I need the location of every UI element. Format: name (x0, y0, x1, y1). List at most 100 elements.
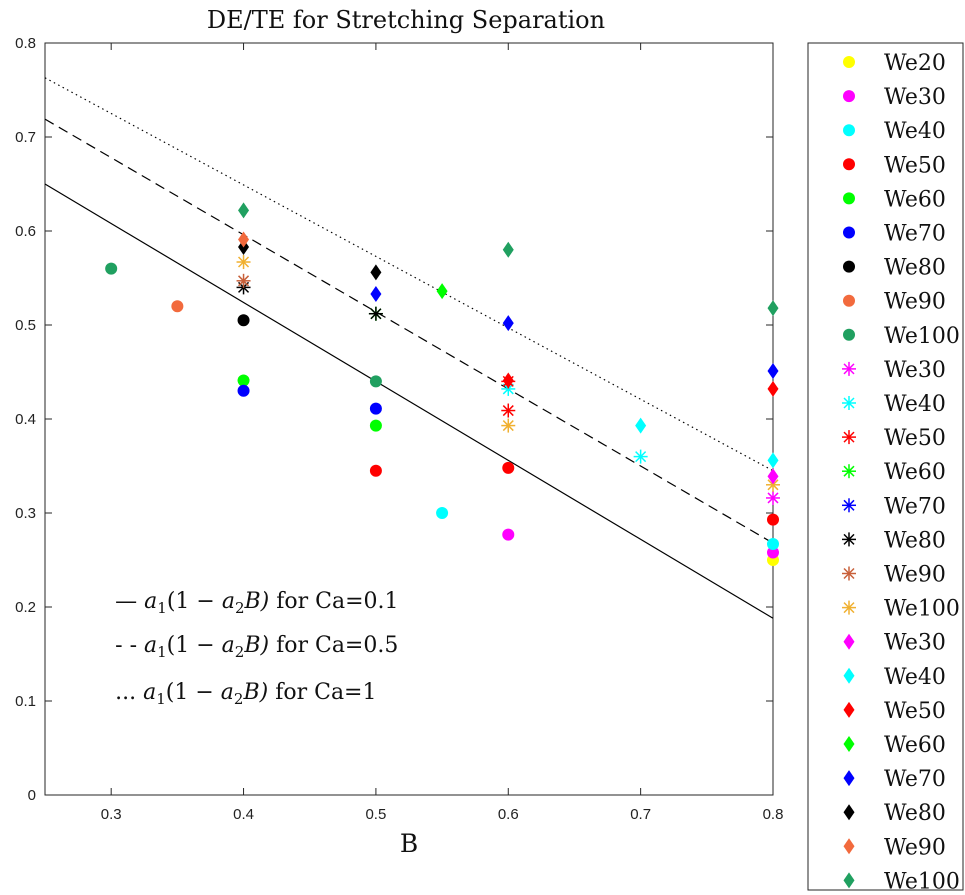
annotation-sub: 2 (235, 599, 245, 617)
fit-lines (44, 77, 774, 619)
legend-marker-circle (843, 294, 855, 307)
legend-marker-circle (843, 260, 855, 273)
y-tick-label: 0.3 (15, 505, 36, 522)
legend-marker-circle (843, 226, 855, 239)
data-point-diamond (767, 363, 779, 380)
x-tick-label: 0.5 (365, 806, 386, 823)
data-point-diamond (635, 417, 647, 434)
data-point-circle (502, 528, 515, 541)
data-point-asterisk (236, 273, 251, 288)
legend-label: We60 (884, 187, 946, 212)
data-point-circle (767, 513, 779, 526)
legend-label: We60 (884, 460, 946, 485)
legend-marker-circle (843, 192, 855, 205)
annotation-var: a (222, 633, 235, 658)
legend-marker-asterisk (842, 600, 856, 615)
plot-area (44, 42, 774, 796)
x-tick-label: 0.6 (498, 806, 519, 823)
y-tick-label: 0 (28, 787, 36, 804)
legend-marker-circle (843, 124, 855, 137)
annotation-var: a (222, 589, 235, 614)
annotation-var: B) (243, 589, 269, 614)
legend-label: We50 (884, 153, 946, 178)
annotation-mid: (1 − (167, 633, 222, 658)
data-point-diamond (767, 300, 779, 317)
data-point-circle (767, 546, 779, 559)
y-tick-label: 0.2 (15, 599, 36, 616)
annotation-prefix: ... (115, 680, 143, 705)
fit-line-solid (44, 183, 774, 619)
annotation-var: a (144, 633, 157, 658)
legend: We20 We30 We40 We50 We60 We70 We80 We90 We100 We3… (842, 51, 960, 894)
data-point-circle (237, 314, 250, 327)
annotation-label: - - a1(1 − a2B) for Ca=0.5 (115, 633, 398, 661)
data-point-diamond (502, 372, 514, 389)
legend-label: We70 (884, 222, 946, 247)
x-tick-label: 0.4 (233, 806, 254, 823)
chart-title: DE/TE for Stretching Separation (207, 6, 605, 34)
legend-marker-asterisk (842, 361, 856, 376)
data-point-asterisk (236, 255, 251, 270)
legend-marker-asterisk (842, 396, 856, 410)
legend-label: We100 (884, 597, 960, 622)
legend-marker-asterisk (842, 532, 856, 547)
legend-label: We30 (884, 631, 946, 656)
legend-marker-asterisk (842, 464, 856, 479)
legend-label: We30 (884, 85, 946, 110)
annotation-mid: (1 − (166, 680, 221, 705)
data-point-circle (436, 507, 449, 519)
data-point-diamond (767, 452, 779, 469)
data-point-circle (237, 384, 250, 397)
annotation-label: ... a1(1 − a2B) for Ca=1 (115, 680, 376, 708)
data-point-asterisk (368, 306, 383, 321)
data-point-circle (237, 374, 250, 387)
data-point-diamond (370, 264, 382, 281)
data-point-diamond (238, 231, 250, 248)
legend-label: We70 (884, 767, 946, 792)
y-tick-label: 0.7 (15, 129, 36, 146)
annotation-suffix: for Ca=0.1 (269, 589, 398, 614)
annotation-label: — a1(1 − a2B) for Ca=0.1 (115, 589, 398, 617)
data-point-asterisk (501, 418, 516, 433)
data-point-diamond (238, 202, 250, 219)
legend-label: We60 (884, 733, 946, 758)
data-point-asterisk (766, 490, 780, 505)
legend-label: We70 (884, 494, 946, 519)
data-point-circle (502, 461, 515, 474)
data-markers (105, 202, 780, 566)
annotation-sub: 1 (157, 643, 167, 661)
annotation-sub: 1 (156, 690, 166, 708)
annotation-sub: 2 (235, 643, 245, 661)
legend-marker-diamond (843, 872, 855, 889)
legend-marker-asterisk (842, 430, 856, 445)
x-axis-label: B (400, 829, 418, 858)
annotation-sub: 1 (157, 599, 167, 617)
annotation-var: a (143, 680, 156, 705)
legend-box (807, 42, 964, 891)
legend-marker-diamond (843, 633, 855, 650)
data-point-diamond (767, 468, 779, 485)
legend-label: We90 (884, 835, 946, 860)
annotations: — a1(1 − a2B) for Ca=0.1 - - a1(1 − a2B) … (115, 589, 398, 708)
legend-label: We80 (884, 528, 946, 553)
y-tick-label: 0.5 (15, 317, 36, 334)
legend-marker-circle (843, 90, 855, 103)
annotation-prefix: - - (115, 633, 144, 658)
data-point-circle (369, 375, 382, 388)
data-point-circle (369, 402, 382, 415)
data-point-circle (105, 262, 118, 275)
annotation-var: B) (243, 633, 269, 658)
data-point-circle (369, 464, 382, 477)
legend-label: We40 (884, 392, 946, 417)
legend-label: We40 (884, 665, 946, 690)
annotation-suffix: for Ca=0.5 (269, 633, 398, 658)
legend-marker-diamond (843, 804, 855, 821)
data-point-asterisk (633, 449, 648, 464)
legend-marker-circle (843, 328, 855, 341)
legend-label: We100 (884, 324, 960, 349)
data-point-diamond (502, 241, 514, 258)
legend-label: We50 (884, 426, 946, 451)
data-point-diamond (436, 283, 448, 300)
annotation-var: a (144, 589, 157, 614)
legend-label: We20 (884, 51, 946, 76)
